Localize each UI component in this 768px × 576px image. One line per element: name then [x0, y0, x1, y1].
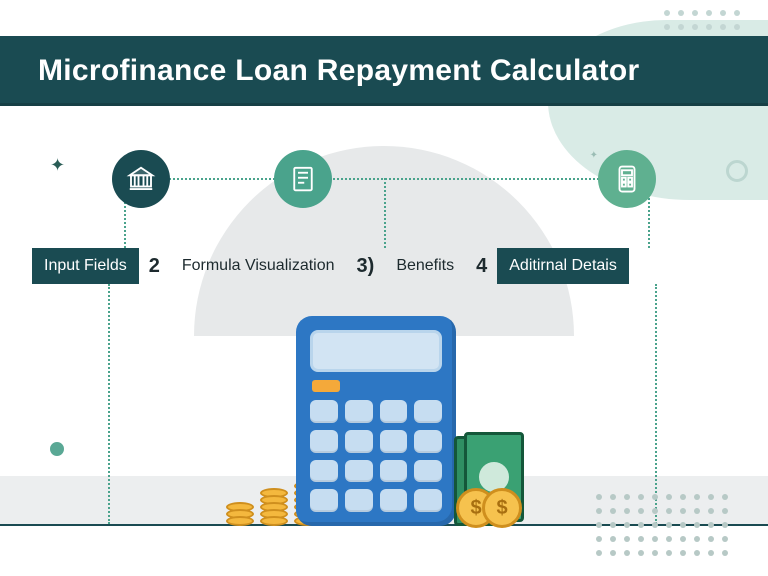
connector-line [108, 284, 110, 524]
step-4-num: 4 [472, 255, 491, 278]
step-2-label[interactable]: Formula Visualization [170, 248, 347, 284]
device-icon [598, 150, 656, 208]
step-1-label[interactable]: Input Fields [32, 248, 139, 284]
connector-line [655, 284, 657, 524]
calculator-icon [296, 316, 456, 526]
step-label-row: Input Fields 2 Formula Visualization 3) … [0, 248, 768, 284]
step-4-label[interactable]: Aditirnal Detais [497, 248, 629, 284]
coin-icon: $ [482, 488, 522, 528]
dot-decor-icon [50, 442, 64, 456]
title-banner: Microfinance Loan Repayment Calculator [0, 36, 768, 106]
step-2-num: 2 [145, 255, 164, 278]
document-icon [274, 150, 332, 208]
bank-icon [112, 150, 170, 208]
step-icon-row [0, 150, 768, 208]
step-3-num: 3) [353, 255, 379, 278]
step-3-label[interactable]: Benefits [384, 248, 466, 284]
hero-illustration: $ $ [204, 296, 564, 526]
dot-grid-bottom [596, 494, 728, 556]
page-title: Microfinance Loan Repayment Calculator [38, 54, 640, 88]
